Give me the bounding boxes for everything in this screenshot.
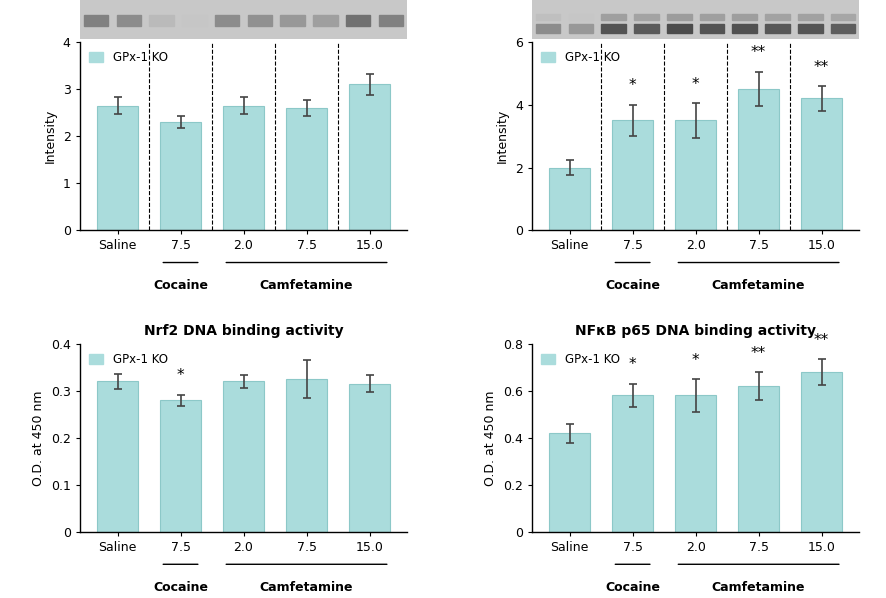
Bar: [801, 99, 842, 230]
Text: Cocaine: Cocaine: [605, 279, 660, 292]
Bar: [223, 382, 264, 532]
Bar: [286, 379, 327, 532]
Bar: [84, 15, 108, 26]
Bar: [378, 15, 403, 26]
Bar: [313, 15, 338, 26]
Legend: GPx-1 KO: GPx-1 KO: [538, 48, 624, 68]
Bar: [97, 382, 138, 532]
Legend: GPx-1 KO: GPx-1 KO: [86, 48, 171, 68]
Bar: [738, 386, 779, 532]
Bar: [569, 24, 594, 33]
Text: Camfetamine: Camfetamine: [711, 581, 805, 594]
Bar: [536, 14, 561, 20]
Text: *: *: [692, 77, 699, 92]
Y-axis label: Intensity: Intensity: [44, 109, 58, 163]
Bar: [150, 15, 174, 26]
Bar: [733, 14, 757, 20]
Bar: [569, 14, 594, 20]
Bar: [700, 24, 724, 33]
Bar: [675, 120, 716, 230]
Bar: [675, 395, 716, 532]
Text: *: *: [629, 78, 636, 93]
Bar: [346, 15, 370, 26]
Bar: [602, 14, 626, 20]
Bar: [160, 122, 201, 230]
Bar: [766, 14, 789, 20]
Text: Camfetamine: Camfetamine: [260, 279, 354, 292]
Title: Nrf2 DNA binding activity: Nrf2 DNA binding activity: [144, 324, 344, 338]
Bar: [117, 15, 141, 26]
Text: Camfetamine: Camfetamine: [711, 279, 805, 292]
Bar: [667, 14, 692, 20]
Y-axis label: O.D. at 450 nm: O.D. at 450 nm: [32, 390, 45, 486]
Text: *: *: [176, 368, 184, 383]
Bar: [766, 24, 789, 33]
Bar: [831, 24, 855, 33]
Text: **: **: [814, 60, 829, 75]
Text: Camfetamine: Camfetamine: [260, 581, 354, 594]
Bar: [801, 372, 842, 532]
Bar: [667, 24, 692, 33]
Bar: [612, 395, 653, 532]
Legend: GPx-1 KO: GPx-1 KO: [86, 349, 171, 370]
Bar: [602, 24, 626, 33]
Text: Cocaine: Cocaine: [153, 581, 208, 594]
Bar: [536, 24, 561, 33]
Bar: [733, 24, 757, 33]
Bar: [798, 14, 822, 20]
Bar: [634, 24, 659, 33]
Y-axis label: Intensity: Intensity: [496, 109, 509, 163]
Text: Cocaine: Cocaine: [605, 581, 660, 594]
Bar: [286, 108, 327, 230]
Bar: [700, 14, 724, 20]
Bar: [612, 120, 653, 230]
Text: **: **: [814, 332, 829, 347]
Bar: [280, 15, 305, 26]
Title: NFκB p65 DNA binding activity: NFκB p65 DNA binding activity: [575, 324, 816, 338]
Y-axis label: O.D. at 450 nm: O.D. at 450 nm: [485, 390, 497, 486]
Text: *: *: [629, 358, 636, 373]
Bar: [160, 400, 201, 532]
Bar: [349, 84, 390, 230]
Bar: [215, 15, 239, 26]
Bar: [831, 14, 855, 20]
Bar: [738, 89, 779, 230]
Bar: [798, 24, 822, 33]
Text: **: **: [751, 45, 766, 60]
Bar: [97, 105, 138, 230]
Bar: [549, 167, 590, 230]
Text: **: **: [751, 346, 766, 361]
Bar: [634, 14, 659, 20]
Bar: [223, 105, 264, 230]
Legend: GPx-1 KO: GPx-1 KO: [538, 349, 624, 370]
Text: Cocaine: Cocaine: [153, 279, 208, 292]
Bar: [549, 433, 590, 532]
Bar: [349, 384, 390, 532]
Bar: [183, 15, 206, 26]
Bar: [247, 15, 272, 26]
Text: *: *: [692, 353, 699, 368]
